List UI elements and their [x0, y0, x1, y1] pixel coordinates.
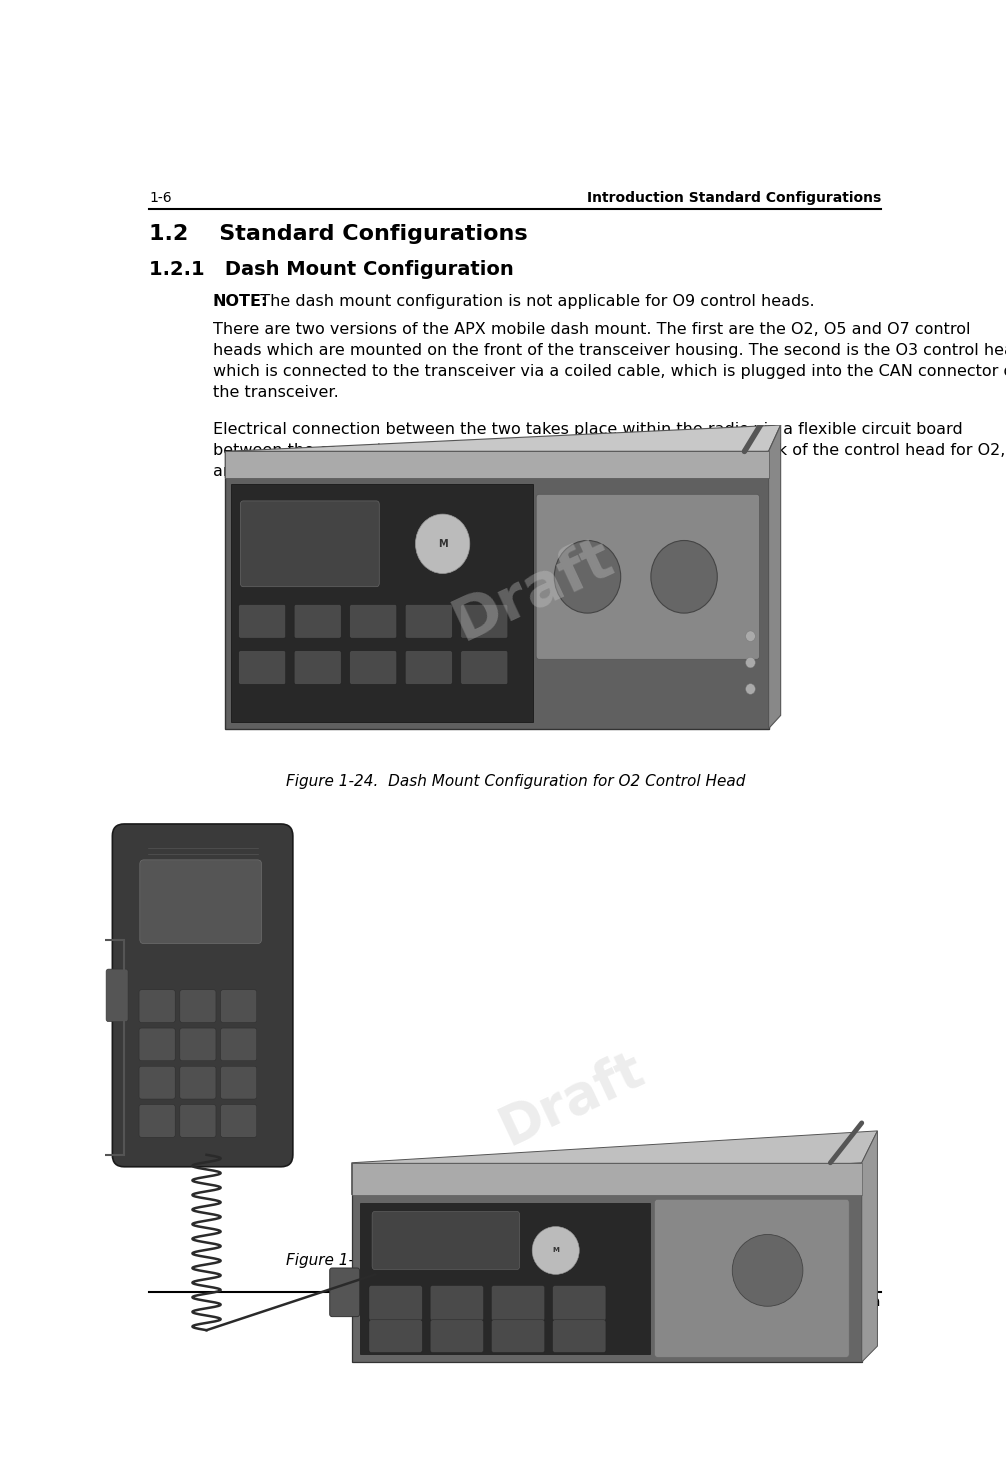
FancyBboxPatch shape: [139, 1066, 175, 1099]
Circle shape: [745, 630, 756, 641]
FancyBboxPatch shape: [180, 1105, 216, 1137]
FancyBboxPatch shape: [461, 651, 508, 685]
Circle shape: [745, 657, 756, 667]
FancyBboxPatch shape: [361, 1268, 393, 1301]
FancyBboxPatch shape: [180, 1028, 216, 1061]
FancyBboxPatch shape: [180, 990, 216, 1022]
FancyBboxPatch shape: [139, 1105, 175, 1137]
FancyBboxPatch shape: [431, 1286, 484, 1321]
FancyBboxPatch shape: [220, 1028, 257, 1061]
FancyBboxPatch shape: [350, 604, 396, 638]
Circle shape: [415, 514, 470, 573]
Text: 1.2.1   Dash Mount Configuration: 1.2.1 Dash Mount Configuration: [149, 259, 514, 278]
FancyBboxPatch shape: [220, 990, 257, 1022]
FancyBboxPatch shape: [140, 860, 262, 944]
FancyBboxPatch shape: [238, 651, 286, 685]
Polygon shape: [769, 426, 781, 729]
Circle shape: [732, 1234, 803, 1307]
FancyBboxPatch shape: [369, 1286, 423, 1321]
Circle shape: [651, 541, 717, 613]
Circle shape: [554, 541, 621, 613]
FancyBboxPatch shape: [372, 1211, 520, 1270]
FancyBboxPatch shape: [113, 823, 293, 1167]
Text: MN003109A01_aa: MN003109A01_aa: [754, 1295, 881, 1309]
FancyBboxPatch shape: [552, 1286, 606, 1321]
Polygon shape: [862, 1131, 877, 1363]
FancyBboxPatch shape: [220, 1105, 257, 1137]
Circle shape: [532, 1227, 579, 1274]
FancyBboxPatch shape: [294, 651, 341, 685]
FancyBboxPatch shape: [294, 604, 341, 638]
FancyBboxPatch shape: [491, 1286, 544, 1321]
Text: Draft: Draft: [491, 1043, 652, 1155]
FancyBboxPatch shape: [350, 651, 396, 685]
FancyBboxPatch shape: [431, 1320, 484, 1352]
Polygon shape: [352, 1162, 862, 1363]
FancyBboxPatch shape: [220, 1066, 257, 1099]
FancyBboxPatch shape: [369, 1320, 423, 1352]
Text: M: M: [552, 1248, 559, 1254]
FancyBboxPatch shape: [655, 1199, 849, 1357]
FancyBboxPatch shape: [139, 990, 175, 1022]
Text: Figure 1-24.  Dash Mount Configuration for O2 Control Head: Figure 1-24. Dash Mount Configuration fo…: [286, 773, 745, 788]
FancyBboxPatch shape: [180, 1066, 216, 1099]
Circle shape: [745, 683, 756, 694]
FancyBboxPatch shape: [330, 1268, 359, 1317]
Text: Figure 1-25.  Dash Mount Configuration for O3 Control Head: Figure 1-25. Dash Mount Configuration fo…: [286, 1254, 745, 1268]
Text: 1.2    Standard Configurations: 1.2 Standard Configurations: [149, 224, 527, 245]
Polygon shape: [359, 1202, 650, 1354]
FancyBboxPatch shape: [536, 495, 760, 660]
FancyBboxPatch shape: [139, 1028, 175, 1061]
FancyBboxPatch shape: [238, 604, 286, 638]
Polygon shape: [231, 485, 533, 722]
FancyBboxPatch shape: [405, 651, 453, 685]
Polygon shape: [352, 1131, 877, 1195]
FancyBboxPatch shape: [552, 1320, 606, 1352]
Polygon shape: [352, 1162, 862, 1195]
FancyBboxPatch shape: [405, 604, 453, 638]
Polygon shape: [225, 426, 781, 477]
FancyBboxPatch shape: [106, 969, 128, 1022]
Text: 1-6: 1-6: [149, 190, 172, 205]
Polygon shape: [225, 451, 769, 477]
Text: M: M: [438, 539, 448, 549]
Text: Introduction Standard Configurations: Introduction Standard Configurations: [588, 190, 881, 205]
Text: The dash mount configuration is not applicable for O9 control heads.: The dash mount configuration is not appl…: [249, 293, 815, 309]
Text: Draft: Draft: [444, 529, 623, 651]
Text: There are two versions of the APX mobile dash mount. The first are the O2, O5 an: There are two versions of the APX mobile…: [212, 321, 1006, 399]
FancyBboxPatch shape: [240, 501, 379, 586]
Polygon shape: [225, 451, 769, 729]
Text: NOTE:: NOTE:: [212, 293, 268, 309]
FancyBboxPatch shape: [491, 1320, 544, 1352]
Text: Electrical connection between the two takes place within the radio via a flexibl: Electrical connection between the two ta…: [212, 421, 1006, 479]
FancyBboxPatch shape: [461, 604, 508, 638]
Text: (No Extension Cable Present): (No Extension Cable Present): [403, 1268, 628, 1283]
